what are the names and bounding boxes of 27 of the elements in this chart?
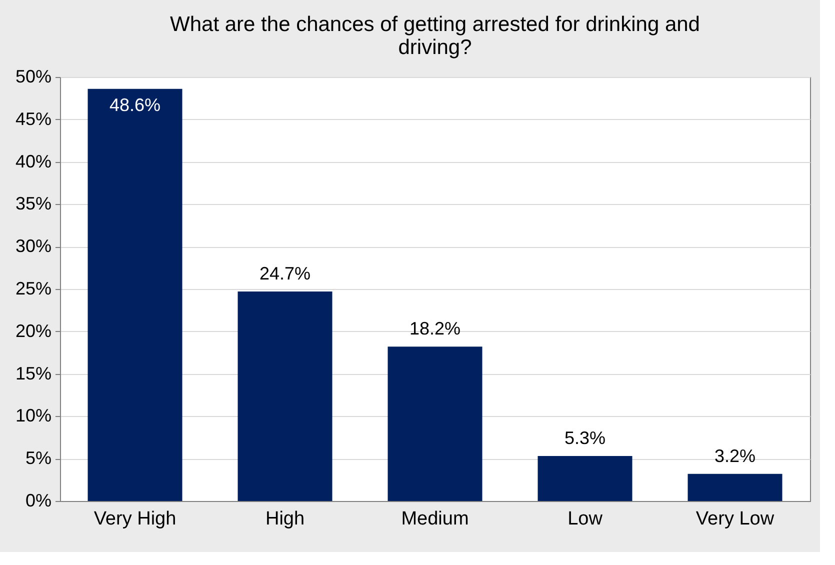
y-tick-label: 20% [15, 320, 52, 341]
y-tick-label: 35% [15, 194, 52, 214]
bar [688, 474, 782, 501]
data-label: 3.2% [714, 446, 756, 466]
data-label: 24.7% [259, 264, 311, 284]
data-label: 48.6% [109, 94, 161, 115]
y-tick-label: 40% [15, 151, 52, 172]
x-tick-label: Very High [94, 508, 176, 530]
chart-title: What are the chances of getting arrested for drinking and driving? [170, 13, 700, 59]
y-tick-label: 10% [15, 406, 52, 426]
y-tick-label: 30% [15, 236, 52, 256]
y-tick-label: 50% [15, 66, 52, 86]
y-tick-label: 5% [25, 448, 52, 468]
x-tick-label: High [265, 508, 305, 530]
y-tick-label: 15% [15, 363, 52, 384]
y-tick-label: 25% [15, 278, 52, 298]
bar [538, 456, 632, 501]
y-tick-label: 45% [15, 108, 52, 129]
x-tick-label: Low [568, 508, 603, 530]
x-tick-label: Very Low [696, 508, 774, 530]
y-tick-label: 0% [25, 490, 52, 510]
x-tick-label: Medium [401, 508, 469, 530]
bar [238, 292, 332, 501]
bar [388, 346, 482, 501]
bar [88, 88, 182, 501]
data-label: 18.2% [409, 318, 461, 339]
data-label: 5.3% [564, 428, 606, 448]
